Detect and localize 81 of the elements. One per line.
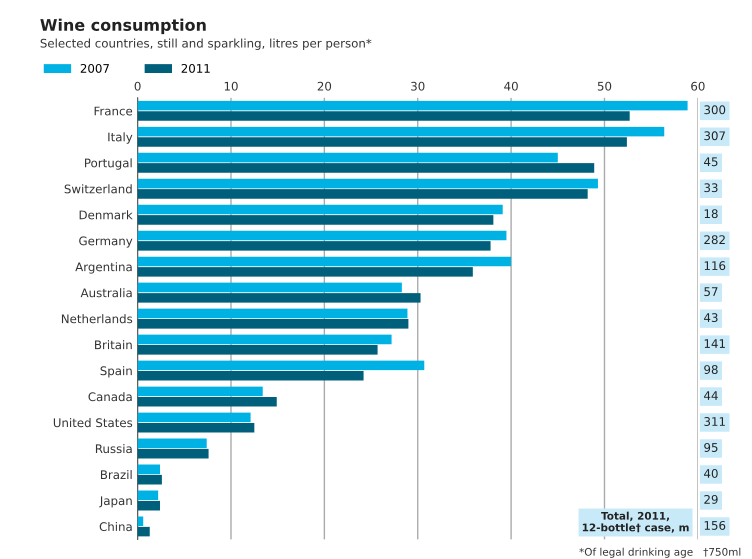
bar bbox=[138, 308, 408, 318]
annotation: 18 bbox=[704, 209, 718, 218]
x-tick-label: 60 bbox=[691, 82, 705, 91]
bar bbox=[138, 490, 158, 500]
chart-subtitle: Selected countries, still and sparkling, litres per person* bbox=[40, 38, 372, 50]
annotation: 45 bbox=[704, 157, 718, 166]
y-tick-label: China bbox=[100, 522, 132, 532]
bar bbox=[138, 267, 473, 277]
bar bbox=[138, 282, 402, 292]
y-tick-label: Brazil bbox=[100, 470, 132, 480]
bar bbox=[138, 412, 251, 422]
annotation: 300 bbox=[704, 105, 726, 114]
y-tick-label: Argentina bbox=[75, 262, 132, 274]
annotation: 282 bbox=[704, 235, 725, 244]
annotation: 95 bbox=[704, 443, 718, 452]
annotation: 307 bbox=[704, 131, 725, 140]
bar bbox=[138, 178, 598, 188]
y-tick-label: Portugal bbox=[85, 158, 132, 170]
legend-label: 2011 bbox=[182, 64, 210, 73]
bar bbox=[138, 111, 630, 121]
bar bbox=[138, 204, 503, 214]
y-tick-label: Canada bbox=[88, 392, 132, 402]
y-tick-label: Australia bbox=[80, 288, 132, 298]
bar bbox=[138, 230, 506, 240]
bar bbox=[138, 256, 512, 266]
bar bbox=[138, 137, 627, 147]
y-tick-label: France bbox=[94, 106, 132, 116]
y-tick-label: Italy bbox=[108, 132, 132, 144]
bar bbox=[138, 163, 594, 173]
y-tick-label: Switzerland bbox=[64, 184, 132, 194]
x-tick-label: 50 bbox=[598, 82, 612, 91]
y-tick-label: United States bbox=[54, 418, 132, 428]
bar bbox=[138, 526, 150, 536]
bar bbox=[138, 345, 378, 355]
annotation: 141 bbox=[704, 339, 725, 348]
y-tick-label: Japan bbox=[99, 496, 132, 508]
y-tick-label: Denmark bbox=[80, 210, 133, 220]
y-tick-label: Spain bbox=[100, 366, 132, 378]
bar bbox=[138, 100, 688, 110]
y-tick-label: Britain bbox=[95, 340, 132, 350]
annotation: 98 bbox=[704, 365, 718, 374]
bar bbox=[138, 371, 364, 381]
bar bbox=[138, 396, 277, 407]
bar bbox=[138, 474, 162, 484]
bar bbox=[138, 500, 160, 510]
y-tick-label: Germany bbox=[79, 236, 132, 248]
annotation: 43 bbox=[704, 313, 718, 322]
x-tick-label: 40 bbox=[504, 82, 518, 91]
annotation: 40 bbox=[704, 468, 718, 478]
bar bbox=[138, 241, 491, 251]
bar bbox=[138, 386, 263, 396]
bar bbox=[138, 448, 209, 458]
annotation: 29 bbox=[704, 494, 718, 504]
bar bbox=[138, 334, 392, 344]
annotation: 44 bbox=[704, 391, 718, 400]
legend-label: 2007 bbox=[80, 64, 109, 73]
bar bbox=[138, 215, 494, 225]
annotation: Total, 2011, 12-bottle† case, m bbox=[582, 512, 689, 533]
x-tick-label: 30 bbox=[411, 82, 424, 91]
annotation: 33 bbox=[704, 183, 718, 192]
text: *Of legal drinking age bbox=[579, 548, 693, 558]
bar bbox=[138, 126, 664, 136]
bar bbox=[138, 422, 254, 433]
bar bbox=[138, 293, 421, 303]
y-tick-label: Netherlands bbox=[62, 314, 132, 324]
annotation: 116 bbox=[704, 261, 726, 270]
text: †750ml bbox=[703, 548, 740, 557]
x-tick-label: 0 bbox=[134, 82, 141, 91]
bar bbox=[138, 319, 408, 329]
bar bbox=[138, 464, 160, 474]
x-tick-label: 10 bbox=[224, 82, 238, 91]
annotation: 57 bbox=[704, 287, 718, 296]
annotation: 156 bbox=[704, 520, 726, 530]
bar bbox=[138, 360, 424, 370]
annotation: 311 bbox=[704, 417, 725, 426]
y-tick-label: Russia bbox=[96, 444, 132, 454]
bar bbox=[138, 189, 588, 199]
chart-title: Wine consumption bbox=[40, 18, 206, 34]
bar bbox=[138, 438, 207, 448]
x-tick-label: 20 bbox=[318, 82, 332, 91]
bar bbox=[138, 152, 558, 162]
